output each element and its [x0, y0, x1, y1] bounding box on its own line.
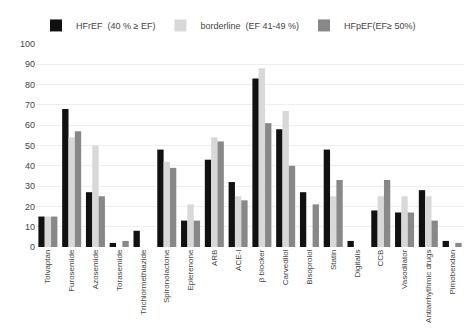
svg-text:90: 90	[25, 59, 35, 69]
svg-text:ARB: ARB	[210, 250, 219, 266]
svg-text:HFrEF (40 % ≥ EF): HFrEF (40 % ≥ EF)	[76, 21, 155, 31]
svg-text:Trichlormethiazide: Trichlormethiazide	[139, 249, 148, 315]
svg-text:Tolvaptan: Tolvaptan	[43, 250, 52, 284]
svg-text:borderline (EF 41-49 %): borderline (EF 41-49 %)	[200, 21, 299, 31]
svg-text:Carvedilol: Carvedilol	[281, 249, 290, 285]
svg-text:70: 70	[25, 100, 35, 110]
svg-text:Bisoprolol: Bisoprolol	[305, 249, 314, 284]
svg-text:Eplerenone: Eplerenone	[186, 249, 195, 290]
svg-text:ACE-I: ACE-I	[234, 250, 243, 271]
svg-text:60: 60	[25, 120, 35, 130]
svg-text:10: 10	[25, 222, 35, 232]
svg-text:Azosemide: Azosemide	[91, 249, 100, 289]
svg-text:50: 50	[25, 141, 35, 151]
svg-text:Furosemide: Furosemide	[67, 249, 76, 292]
svg-text:Vasodilator: Vasodilator	[400, 249, 409, 289]
svg-text:100: 100	[20, 39, 35, 49]
svg-text:β blocker: β blocker	[257, 249, 266, 282]
svg-text:40: 40	[25, 161, 35, 171]
svg-text:80: 80	[25, 80, 35, 90]
svg-text:20: 20	[25, 202, 35, 212]
svg-text:Pimobendan: Pimobendan	[448, 250, 457, 295]
svg-text:30: 30	[25, 181, 35, 191]
svg-text:Statin: Statin	[329, 250, 338, 270]
svg-text:Torasemide: Torasemide	[115, 249, 124, 291]
svg-text:Digitalis: Digitalis	[353, 250, 362, 278]
svg-text:Spironolactone: Spironolactone	[162, 249, 171, 303]
svg-text:CCB: CCB	[376, 250, 385, 267]
svg-text:Antiarrhythmic drugs: Antiarrhythmic drugs	[424, 250, 433, 323]
svg-text:0: 0	[30, 242, 35, 252]
svg-text:HFpEF(EF≥ 50%): HFpEF(EF≥ 50%)	[344, 21, 415, 31]
